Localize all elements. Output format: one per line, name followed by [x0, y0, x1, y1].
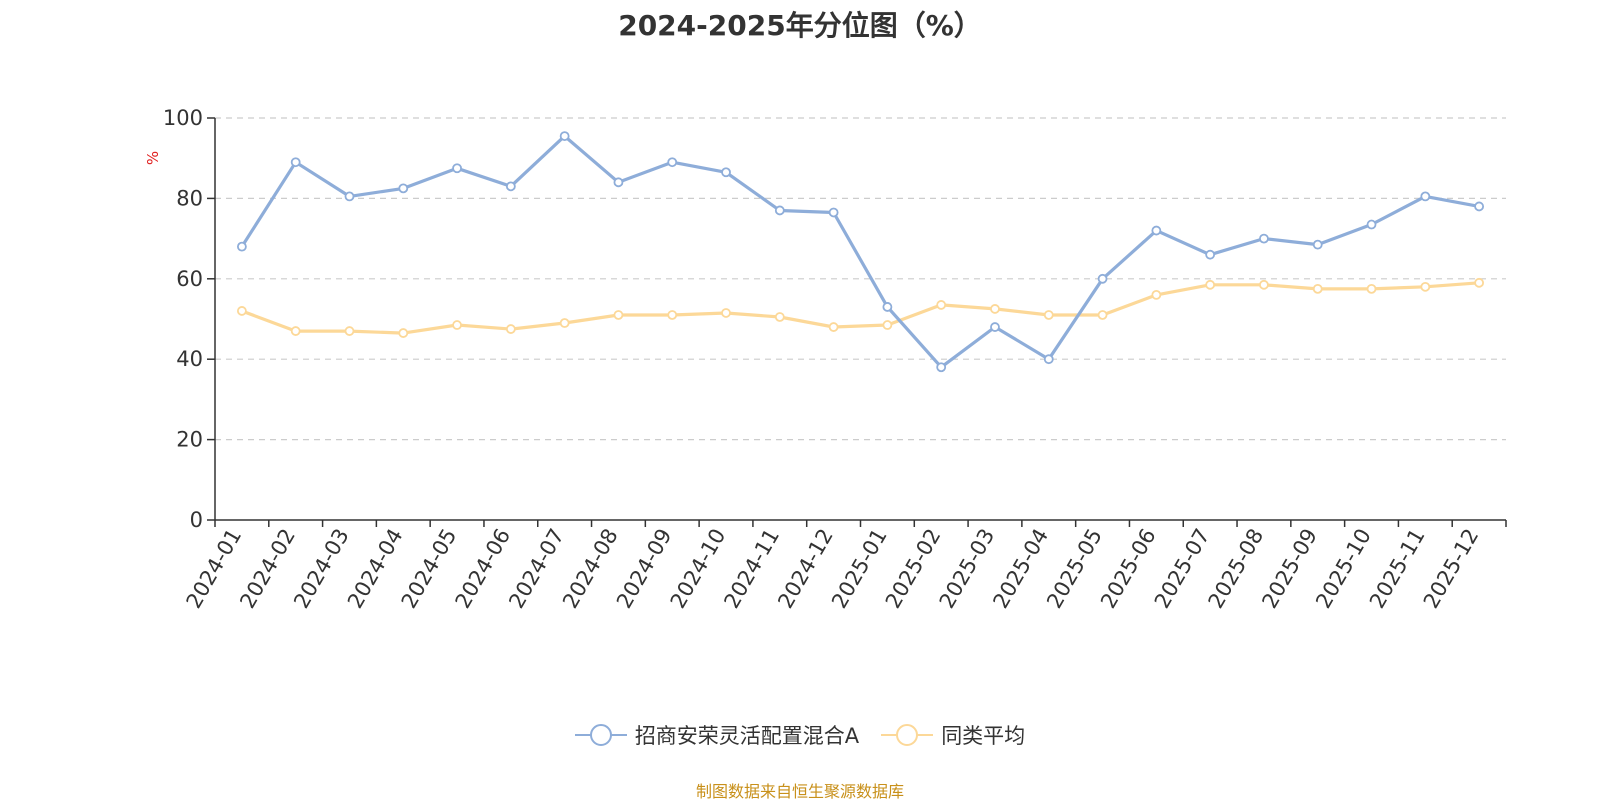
data-point-main[interactable]	[452, 163, 462, 174]
data-point-main[interactable]	[1259, 233, 1269, 244]
y-axis-label: %	[144, 151, 162, 165]
data-point-main[interactable]	[1151, 225, 1162, 236]
data-point-average[interactable]	[774, 312, 785, 322]
data-point-main[interactable]	[774, 205, 785, 216]
data-point-main[interactable]	[236, 241, 247, 252]
data-point-main[interactable]	[559, 131, 570, 141]
grid-lines	[215, 117, 1506, 441]
legend: 招商安荣灵活配置混合A 同类平均	[0, 720, 1600, 750]
data-point-average[interactable]	[1420, 281, 1431, 292]
data-point-average[interactable]	[1205, 279, 1216, 290]
data-point-main[interactable]	[1366, 219, 1377, 230]
y-tick-label: 80	[176, 186, 203, 210]
data-point-average[interactable]	[828, 322, 839, 332]
data-point-main[interactable]	[828, 207, 839, 218]
data-point-main[interactable]	[721, 167, 731, 178]
data-point-main[interactable]	[1097, 273, 1108, 284]
data-point-average[interactable]	[936, 300, 947, 310]
y-tick-label: 40	[176, 347, 203, 371]
data-point-main[interactable]	[1474, 201, 1485, 212]
series-line-average	[241, 281, 1480, 335]
legend-line-circle-icon	[881, 724, 934, 746]
data-point-main[interactable]	[290, 157, 301, 168]
data-points	[236, 131, 1485, 373]
data-point-average[interactable]	[721, 308, 731, 318]
data-point-average[interactable]	[1151, 289, 1162, 300]
data-point-average[interactable]	[559, 318, 570, 328]
y-tick-label: 60	[176, 267, 203, 291]
data-point-main[interactable]	[505, 181, 516, 192]
data-point-main[interactable]	[667, 157, 678, 168]
data-point-main[interactable]	[1420, 191, 1431, 202]
y-tick-label: 100	[163, 106, 203, 130]
data-point-average[interactable]	[344, 326, 355, 336]
data-point-main[interactable]	[1043, 354, 1054, 365]
data-point-average[interactable]	[1312, 283, 1323, 294]
source-note: 制图数据来自恒生聚源数据库	[695, 782, 904, 801]
data-point-average[interactable]	[882, 320, 893, 330]
data-point-main[interactable]	[344, 191, 355, 202]
data-point-main[interactable]	[882, 302, 893, 312]
data-point-main[interactable]	[398, 183, 409, 194]
data-point-average[interactable]	[290, 326, 301, 336]
data-point-main[interactable]	[613, 177, 624, 188]
y-tick-label: 20	[176, 428, 203, 452]
legend-label-average: 同类平均	[941, 724, 1026, 748]
data-point-average[interactable]	[1259, 279, 1269, 290]
data-point-average[interactable]	[1043, 310, 1054, 320]
data-point-average[interactable]	[1474, 277, 1485, 288]
data-point-average[interactable]	[505, 324, 516, 334]
data-point-average[interactable]	[613, 310, 624, 320]
data-point-main[interactable]	[1312, 239, 1323, 250]
chart-title: 2024-2025年分位图（%）	[618, 9, 982, 42]
data-point-average[interactable]	[236, 306, 247, 316]
legend-item-main[interactable]: 招商安荣灵活配置混合A	[574, 720, 860, 750]
data-point-average[interactable]	[1097, 310, 1108, 320]
legend-line-circle-icon	[574, 724, 627, 746]
data-point-average[interactable]	[990, 304, 1000, 314]
series-lines	[240, 134, 1480, 369]
legend-item-average[interactable]: 同类平均	[881, 720, 1025, 750]
data-point-average[interactable]	[452, 320, 462, 330]
legend-label-main: 招商安荣灵活配置混合A	[634, 724, 860, 748]
data-point-main[interactable]	[936, 362, 947, 373]
data-point-average[interactable]	[398, 328, 409, 338]
data-point-average[interactable]	[1366, 283, 1377, 294]
data-point-main[interactable]	[990, 322, 1000, 332]
y-tick-label: 0	[190, 508, 203, 532]
data-point-average[interactable]	[667, 310, 678, 320]
series-line-main	[240, 134, 1480, 369]
data-point-main[interactable]	[1205, 249, 1216, 260]
